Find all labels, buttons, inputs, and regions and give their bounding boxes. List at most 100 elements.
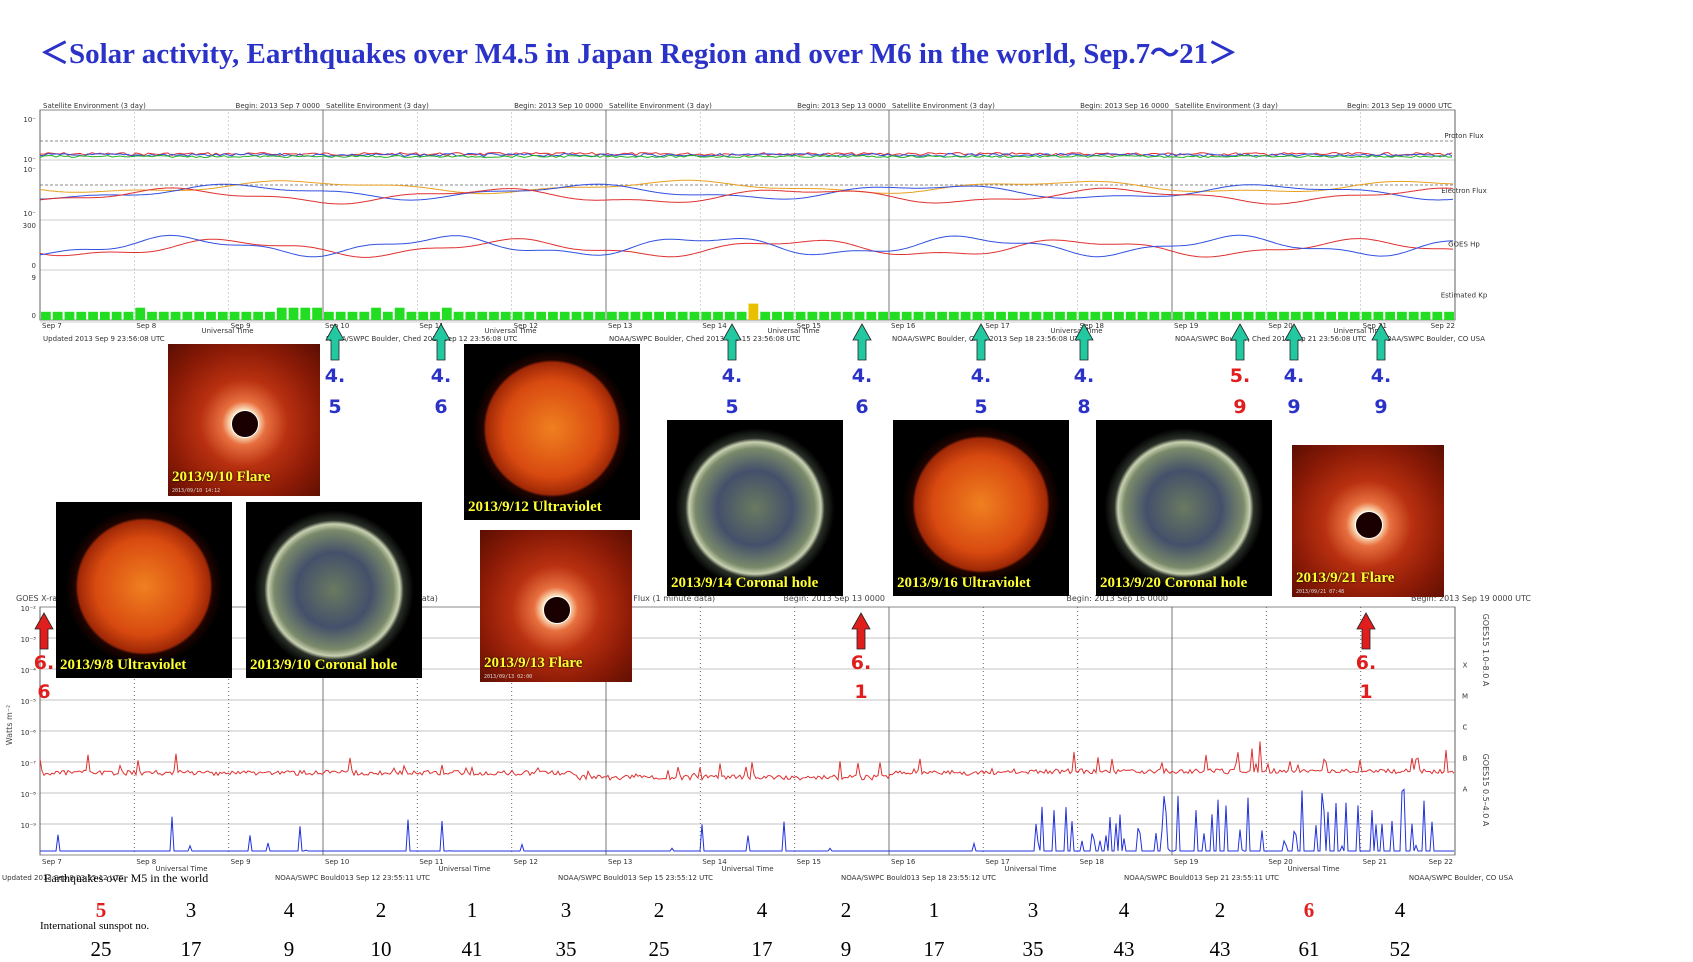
top-ytick: 10⁻ <box>23 156 36 164</box>
kp-bar <box>984 311 995 320</box>
proton-flux-green <box>39 154 1453 159</box>
xray-day-label: Sep 22 <box>1429 858 1453 866</box>
xray-day-label: Sep 10 <box>325 858 349 866</box>
top-ytick: 0 <box>32 262 36 270</box>
kp-bar <box>618 311 629 320</box>
world-quake-mag: 6 <box>37 681 51 703</box>
xray-footer: NOAA/SWPC Boulder, CO USA <box>1409 874 1513 882</box>
kp-bar <box>677 311 688 320</box>
xray-class-label: C <box>1463 723 1468 731</box>
kp-bar <box>595 311 605 320</box>
kp-bar <box>1420 311 1431 320</box>
top-day-label: Sep 19 <box>1174 322 1198 330</box>
japan-quake-arrow <box>1284 323 1304 361</box>
kp-bar <box>948 311 959 320</box>
japan-quake-mag: 5 <box>725 396 739 418</box>
kp-bar <box>1043 311 1054 320</box>
top-day-label: Sep 12 <box>514 322 538 330</box>
world-quake-arrow <box>851 612 871 650</box>
kp-bar <box>1149 311 1160 320</box>
kp-bar <box>866 311 877 320</box>
sunspot-number: 52 <box>1389 937 1411 961</box>
solar-photo: 2013/9/10 Flare <box>168 344 320 496</box>
kp-bar <box>713 311 723 320</box>
goes-hp-blue <box>39 234 1453 258</box>
japan-quake-mag: 4. <box>430 365 452 387</box>
kp-bar <box>465 311 476 320</box>
sunspot-number: 43 <box>1113 937 1135 961</box>
kp-bar <box>99 311 110 320</box>
world-quake-count: 2 <box>1214 898 1226 922</box>
solar-photo-caption: 2013/9/12 Ultraviolet <box>468 499 602 515</box>
right-axis-label: Electron Flux <box>1441 187 1487 195</box>
kp-bar <box>842 311 853 320</box>
solar-photo-caption: 2013/9/16 Ultraviolet <box>897 575 1031 591</box>
japan-quake-mag: 9 <box>1287 396 1301 418</box>
xray-ytick: 10⁻⁸ <box>21 791 37 799</box>
top-panel-begin: Begin: 2013 Sep 16 0000 <box>1080 102 1169 110</box>
kp-bar <box>654 311 664 320</box>
top-day-label: Sep 21 <box>1363 322 1387 330</box>
top-day-label: Sep 13 <box>608 322 632 330</box>
electron-flux-orange <box>39 179 1454 195</box>
top-day-label: Sep 16 <box>891 322 916 330</box>
xray-ytick: 10⁻⁷ <box>21 760 37 768</box>
xray-footer: Updated 2013 Sep 9 23:55:12 UTC <box>2 874 124 882</box>
kp-bar <box>194 311 205 320</box>
xray-legend-red: GOES15 1.0–8.0 A <box>1481 614 1490 687</box>
kp-bar <box>64 311 75 320</box>
electron-flux-red <box>39 187 1454 205</box>
kp-bar <box>1361 311 1372 320</box>
electron-flux-blue <box>40 183 1454 201</box>
world-quake-count: 3 <box>185 898 197 922</box>
xray-class-label: A <box>1463 785 1468 793</box>
xray-begin: Begin: 2013 Sep 13 0000 <box>783 594 885 603</box>
world-quake-count: 4 <box>1118 898 1130 922</box>
kp-bar <box>123 311 134 320</box>
xray-footer: NOAA/SWPC Bould013 Sep 12 23:55:11 UTC <box>275 874 430 882</box>
world-quake-count: 2 <box>840 898 852 922</box>
kp-bar <box>571 311 582 320</box>
xray-day-label: Sep 11 <box>419 858 443 866</box>
sunspot-number: 25 <box>90 937 112 961</box>
xray-day-label: Sep 15 <box>797 858 821 866</box>
top-day-label: Sep 18 <box>1080 322 1104 330</box>
kp-bar <box>1019 311 1030 320</box>
world-quake-count: 2 <box>375 898 387 922</box>
world-quake-mag: 6. <box>1355 652 1377 674</box>
xray-ylabel: Watts m⁻² <box>5 705 14 746</box>
kp-bar <box>406 311 417 320</box>
xray-legend-blue: GOES15 0.5–4.0 A <box>1481 754 1490 827</box>
japan-quake-arrow <box>431 323 451 361</box>
top-day-label: Sep 8 <box>136 322 156 330</box>
kp-bar <box>241 311 252 320</box>
top-panel-header: Satellite Environment (3 day) <box>326 102 429 110</box>
kp-bar <box>1220 311 1230 320</box>
xray-header-frag: y Flux (1 minute data) <box>626 594 715 603</box>
kp-bar <box>1279 311 1289 320</box>
japan-quake-mag: 4. <box>1370 365 1392 387</box>
kp-bar <box>642 311 653 320</box>
kp-bar <box>536 311 547 320</box>
kp-bar <box>347 311 358 320</box>
kp-bar <box>512 311 523 320</box>
sunspot-number: 17 <box>180 937 202 961</box>
kp-bar <box>453 311 464 320</box>
world-quake-count: 1 <box>928 898 940 922</box>
kp-bar <box>996 311 1006 320</box>
japan-quake-arrow <box>971 323 991 361</box>
kp-bar <box>831 311 841 320</box>
world-quake-count: 5 <box>95 898 107 922</box>
kp-bar <box>253 311 264 320</box>
photo-timestamp: 2013/09/21 07:48 <box>1296 589 1345 595</box>
top-ytick: 10⁻ <box>23 210 36 218</box>
world-quake-count: 1 <box>466 898 478 922</box>
sunspot-number: 35 <box>555 937 577 961</box>
japan-quake-mag: 6 <box>855 396 869 418</box>
xray-footer: NOAA/SWPC Bould013 Sep 15 23:55:12 UTC <box>558 874 713 882</box>
kp-bar <box>276 307 287 320</box>
xray-day-label: Sep 19 <box>1174 858 1198 866</box>
solar-photo: 2013/9/20 Coronal hole <box>1096 420 1272 596</box>
solar-photo-caption: 2013/9/13 Flare <box>484 655 583 671</box>
kp-bar <box>135 307 146 320</box>
